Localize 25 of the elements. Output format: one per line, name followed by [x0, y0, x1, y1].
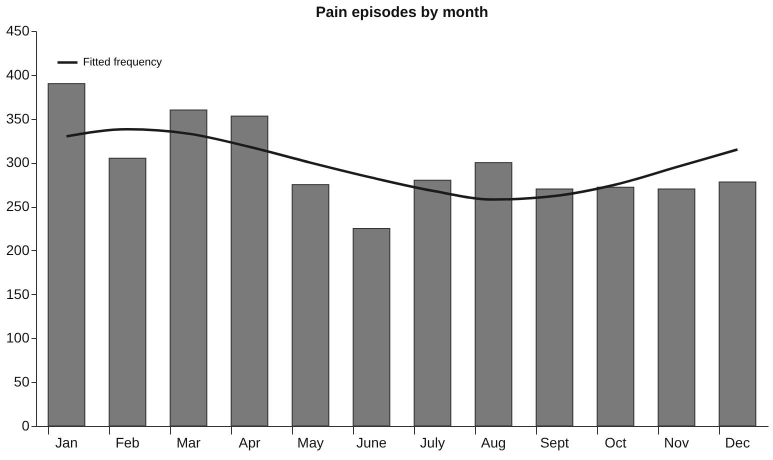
y-tick-label: 450 — [6, 22, 30, 38]
y-tick-label: 0 — [22, 418, 30, 434]
x-tick-label: Feb — [115, 434, 140, 450]
chart-title: Pain episodes by month — [316, 4, 488, 21]
x-tick-label: Jan — [55, 434, 78, 450]
x-tick-label: July — [420, 434, 445, 450]
x-tick-label: Mar — [176, 434, 201, 450]
line-series — [65, 128, 739, 201]
y-tick-label: 300 — [6, 154, 30, 170]
y-tick-label: 350 — [6, 110, 30, 126]
x-tick-label: Apr — [238, 434, 261, 450]
x-tick-label: Dec — [725, 434, 750, 450]
x-tick-label: May — [297, 434, 324, 450]
x-tick-label: Oct — [604, 434, 626, 450]
legend-label: Fitted frequency — [83, 56, 162, 68]
x-tick-label: Sept — [540, 434, 570, 450]
x-tick-label: Nov — [664, 434, 689, 450]
y-tick-label: 100 — [6, 330, 30, 346]
y-tick-label: 150 — [6, 286, 30, 302]
y-tick-label: 200 — [6, 242, 30, 258]
y-tick-label: 250 — [6, 198, 30, 214]
x-tick-label: June — [356, 434, 387, 450]
x-tick-label: Aug — [481, 434, 506, 450]
y-tick-label: 400 — [6, 66, 30, 82]
y-tick-label: 50 — [14, 374, 30, 390]
